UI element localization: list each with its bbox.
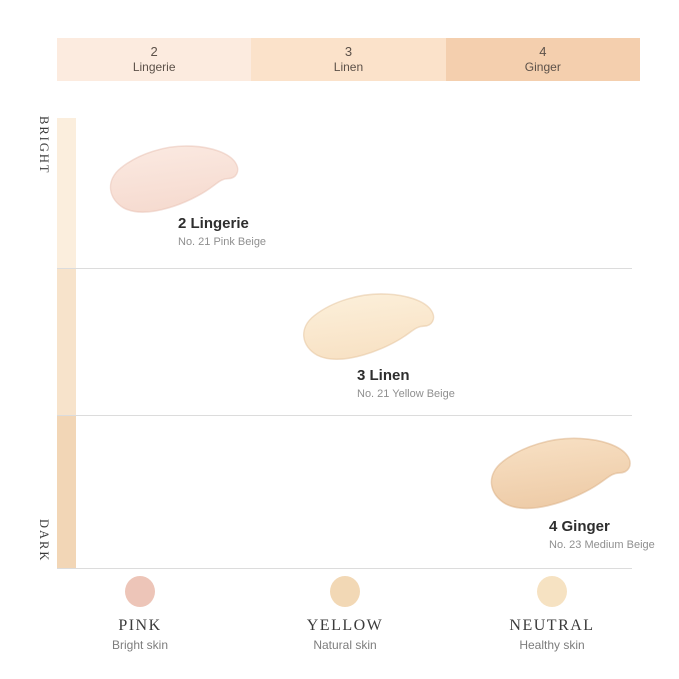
shade-segment-lingerie: 2 Lingerie — [57, 38, 252, 81]
row-caption-lingerie: 2 Lingerie No. 21 Pink Beige — [178, 215, 266, 250]
row-caption-linen: 3 Linen No. 21 Yellow Beige — [357, 367, 455, 402]
legend-item-pink: PINK Bright skin — [70, 576, 210, 653]
tone-title: YELLOW — [306, 617, 384, 634]
shade-title: 4 Ginger — [549, 518, 610, 535]
tone-title: PINK — [118, 617, 162, 634]
shade-title: 2 Lingerie — [178, 215, 249, 232]
row-caption-ginger: 4 Ginger No. 23 Medium Beige — [549, 518, 655, 553]
tone-subtitle: Natural skin — [313, 638, 377, 652]
tone-title: NEUTRAL — [509, 617, 595, 634]
legend-item-neutral: NEUTRAL Healthy skin — [482, 576, 622, 653]
brightness-bar-top — [57, 118, 76, 268]
tone-dot-neutral — [537, 576, 567, 607]
tone-subtitle: Healthy skin — [519, 638, 585, 652]
shade-name: Lingerie — [132, 60, 176, 75]
shade-name: Ginger — [524, 60, 561, 75]
shade-title: 3 Linen — [357, 367, 410, 384]
shade-number: 4 — [539, 43, 547, 59]
swatch-smear-linen — [293, 288, 441, 372]
shade-header-bar: 2 Lingerie 3 Linen 4 Ginger — [57, 38, 640, 81]
row-divider — [57, 568, 632, 569]
brightness-bar-middle — [57, 268, 76, 415]
axis-label-bright: BRIGHT — [37, 116, 51, 175]
tone-subtitle: Bright skin — [111, 638, 169, 652]
swatch-smear-lingerie — [100, 140, 245, 225]
shade-subtitle: No. 23 Medium Beige — [549, 539, 655, 551]
shade-subtitle: No. 21 Pink Beige — [178, 236, 267, 248]
brightness-bar-bottom — [57, 415, 76, 568]
tone-dot-yellow — [330, 576, 360, 607]
shade-segment-ginger: 4 Ginger — [445, 38, 640, 81]
swatch-smear-ginger — [480, 432, 638, 522]
shade-number: 2 — [150, 43, 158, 59]
axis-label-dark: DARK — [37, 519, 51, 563]
shade-name: Linen — [333, 60, 364, 75]
row-divider — [57, 268, 632, 269]
shade-number: 3 — [344, 43, 353, 59]
shade-segment-linen: 3 Linen — [251, 38, 446, 81]
shade-subtitle: No. 21 Yellow Beige — [357, 388, 455, 400]
legend-item-yellow: YELLOW Natural skin — [275, 576, 415, 653]
tone-dot-pink — [125, 576, 155, 607]
brightness-gradient-bar — [57, 118, 76, 568]
row-divider — [57, 415, 632, 416]
